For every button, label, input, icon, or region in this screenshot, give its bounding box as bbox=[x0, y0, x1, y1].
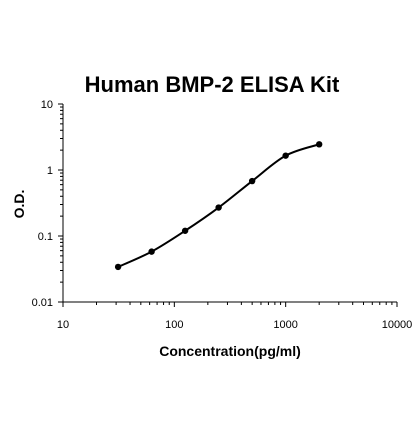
data-point bbox=[315, 141, 323, 148]
chart-title: Human BMP-2 ELISA Kit bbox=[85, 72, 340, 97]
axes bbox=[62, 104, 397, 303]
y-tick-label: 0.1 bbox=[38, 231, 53, 243]
x-tick-label: 10000 bbox=[382, 319, 413, 331]
x-axis-label: Concentration(pg/ml) bbox=[159, 343, 301, 359]
y-tick-label: 1 bbox=[47, 165, 53, 177]
series bbox=[114, 141, 323, 271]
data-point bbox=[248, 177, 256, 185]
x-tick-label: 100 bbox=[165, 319, 183, 331]
x-tick-label: 1000 bbox=[273, 319, 297, 331]
y-axis-label: O.D. bbox=[11, 190, 27, 219]
x-tick-label: 10 bbox=[57, 319, 69, 331]
y-tick-label: 10 bbox=[41, 99, 53, 111]
data-point bbox=[114, 263, 122, 271]
ticks: 0.01 0.1 1 10 10 100 1000 10000 bbox=[32, 99, 413, 331]
data-point bbox=[181, 227, 189, 234]
data-point bbox=[215, 204, 222, 211]
y-tick-label: 0.01 bbox=[32, 297, 53, 309]
data-point bbox=[148, 248, 155, 255]
data-point bbox=[282, 152, 289, 159]
